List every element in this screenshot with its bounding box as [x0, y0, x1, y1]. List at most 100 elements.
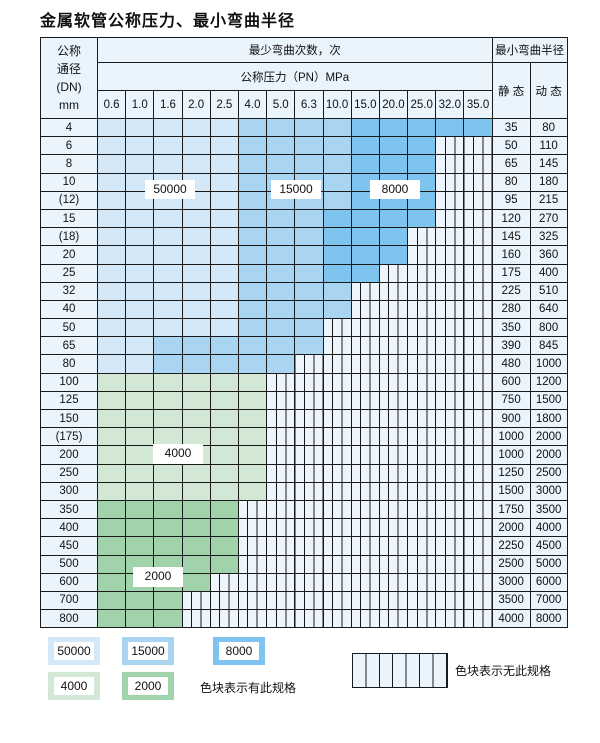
spec-cell [153, 463, 183, 483]
static-header: 静 态 [491, 62, 531, 119]
dn-cell: 8 [40, 154, 98, 174]
no-spec-cell [209, 609, 239, 629]
spec-cell [294, 299, 324, 320]
spec-cell [181, 572, 211, 592]
spec-cell [294, 136, 324, 156]
spec-cell [237, 354, 268, 374]
region-label-50000: 50000 [145, 180, 195, 199]
no-spec-cell [350, 609, 380, 629]
spec-cell [153, 372, 183, 392]
dn-cell: 40 [40, 299, 98, 320]
no-spec-cell [407, 227, 437, 247]
spec-cell [96, 227, 127, 247]
static-radius-cell: 95 [491, 190, 531, 210]
no-spec-cell [407, 372, 437, 392]
no-spec-cell [435, 318, 465, 338]
pressure-col-header: 4.0 [237, 90, 268, 119]
no-spec-cell [350, 372, 380, 392]
no-spec-cell [407, 299, 437, 320]
dn-cell: 450 [40, 536, 98, 556]
dn-label-line: 通径 [56, 62, 81, 76]
dynamic-radius-cell: 640 [529, 299, 568, 320]
table-row: 4 35 80 [40, 117, 568, 138]
spec-cell [266, 281, 296, 301]
spec-cell [237, 208, 268, 229]
dynamic-radius-cell: 800 [529, 318, 568, 338]
spec-cell [209, 372, 239, 392]
spec-cell [209, 299, 239, 320]
spec-cell [237, 445, 268, 465]
no-spec-cell [294, 554, 324, 574]
spec-cell [209, 354, 239, 374]
spec-cell [125, 481, 155, 501]
spec-cell [294, 263, 324, 283]
spec-cell [294, 208, 324, 229]
table-row: (175) 1000 2000 [40, 427, 568, 447]
no-spec-cell [463, 227, 493, 247]
spec-cell [96, 336, 127, 356]
static-radius-cell: 80 [491, 172, 531, 192]
spec-cell [350, 245, 380, 265]
no-spec-cell [435, 227, 465, 247]
spec-cell [181, 463, 211, 483]
spec-cell [96, 354, 127, 374]
no-spec-cell [322, 463, 352, 483]
spec-cell [153, 536, 183, 556]
table-row: 300 1500 3000 [40, 481, 568, 501]
no-spec-cell [435, 372, 465, 392]
spec-cell [237, 172, 268, 192]
no-spec-cell [407, 572, 437, 592]
spec-cell [266, 136, 296, 156]
no-spec-cell [350, 536, 380, 556]
legend-8000: 8000 [213, 637, 265, 665]
no-spec-cell [322, 336, 352, 356]
spec-cell [125, 408, 155, 429]
no-spec-cell [463, 208, 493, 229]
no-spec-cell [294, 463, 324, 483]
spec-cell [125, 227, 155, 247]
dynamic-radius-cell: 1800 [529, 408, 568, 429]
static-radius-cell: 120 [491, 208, 531, 229]
spec-cell [125, 590, 155, 611]
dn-cell: (175) [40, 427, 98, 447]
dynamic-radius-cell: 180 [529, 172, 568, 192]
no-spec-cell [378, 427, 409, 447]
table-row: 80 480 1000 [40, 354, 568, 374]
table-row: 50 350 800 [40, 318, 568, 338]
no-spec-cell [294, 572, 324, 592]
no-spec-cell [378, 572, 409, 592]
spec-cell [181, 227, 211, 247]
spec-cell [153, 136, 183, 156]
no-spec-cell [463, 281, 493, 301]
static-radius-cell: 1750 [491, 499, 531, 520]
spec-cell [181, 518, 211, 538]
no-spec-cell [435, 245, 465, 265]
spec-cell [181, 263, 211, 283]
no-spec-cell [266, 408, 296, 429]
dn-cell: 15 [40, 208, 98, 229]
spec-cell [209, 499, 239, 520]
no-spec-cell [237, 499, 268, 520]
spec-cell [125, 117, 155, 138]
static-radius-cell: 3500 [491, 590, 531, 611]
table-row: 6 50 110 [40, 136, 568, 156]
static-radius-cell: 4000 [491, 609, 531, 629]
static-radius-cell: 350 [491, 318, 531, 338]
dynamic-radius-cell: 1200 [529, 372, 568, 392]
no-spec-cell [209, 590, 239, 611]
dn-label-line: mm [59, 98, 79, 112]
dn-cell: (12) [40, 190, 98, 210]
static-radius-cell: 390 [491, 336, 531, 356]
spec-cell [181, 390, 211, 411]
spec-cell [322, 263, 352, 283]
no-spec-cell [407, 427, 437, 447]
dn-cell: 150 [40, 408, 98, 429]
spec-cell [96, 427, 127, 447]
spec-cell [125, 208, 155, 229]
spec-cell [181, 245, 211, 265]
spec-cell [153, 117, 183, 138]
spec-cell [96, 499, 127, 520]
no-spec-note: 色块表示无此规格 [455, 664, 552, 678]
pressure-col-header: 10.0 [322, 90, 352, 119]
no-spec-cell [378, 263, 409, 283]
